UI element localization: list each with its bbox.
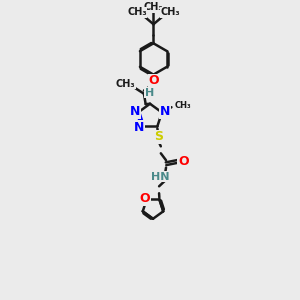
Text: N: N — [134, 121, 145, 134]
Text: CH₃: CH₃ — [127, 8, 147, 17]
Text: N: N — [160, 105, 170, 118]
Text: O: O — [148, 74, 159, 87]
Text: CH₃: CH₃ — [116, 79, 136, 88]
Text: H: H — [145, 88, 154, 98]
Text: N: N — [130, 105, 140, 118]
Text: CH₃: CH₃ — [160, 8, 180, 17]
Text: HN: HN — [151, 172, 169, 182]
Text: S: S — [154, 130, 163, 143]
Text: CH₃: CH₃ — [144, 2, 163, 12]
Text: O: O — [140, 192, 150, 205]
Text: O: O — [178, 154, 189, 168]
Text: CH₃: CH₃ — [175, 101, 191, 110]
